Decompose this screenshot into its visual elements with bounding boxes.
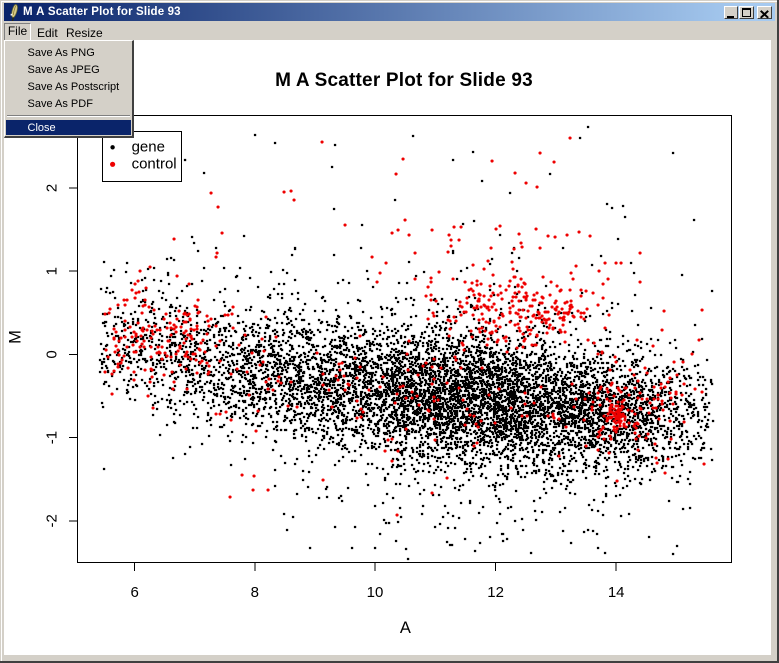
svg-text:14: 14 <box>608 584 625 601</box>
svg-text:1: 1 <box>43 267 60 275</box>
svg-text:10: 10 <box>367 584 384 601</box>
svg-text:12: 12 <box>487 584 504 601</box>
svg-text:-2: -2 <box>43 514 60 527</box>
svg-text:-1: -1 <box>43 431 60 444</box>
svg-text:M A Scatter Plot for Slide 93: M A Scatter Plot for Slide 93 <box>275 70 533 91</box>
svg-text:M: M <box>7 330 25 344</box>
svg-text:2: 2 <box>43 184 60 192</box>
svg-text:control: control <box>132 155 177 172</box>
svg-text:A: A <box>400 619 411 637</box>
svg-text:gene: gene <box>132 138 165 155</box>
svg-text:6: 6 <box>131 584 139 601</box>
svg-text:8: 8 <box>251 584 259 601</box>
svg-text:0: 0 <box>43 350 60 358</box>
